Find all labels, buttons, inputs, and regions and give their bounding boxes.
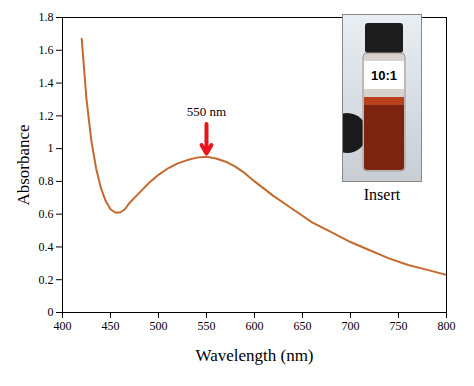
svg-text:0.8: 0.8	[39, 174, 54, 188]
svg-text:550 nm: 550 nm	[187, 104, 226, 119]
svg-text:500: 500	[150, 319, 168, 333]
svg-text:1.2: 1.2	[39, 109, 54, 123]
svg-text:1.8: 1.8	[39, 10, 54, 24]
svg-text:0.6: 0.6	[39, 207, 54, 221]
svg-text:650: 650	[294, 319, 312, 333]
svg-text:450: 450	[102, 319, 120, 333]
svg-text:Wavelength (nm): Wavelength (nm)	[195, 346, 313, 365]
svg-text:700: 700	[342, 319, 360, 333]
svg-text:0: 0	[48, 305, 54, 319]
svg-text:10:1: 10:1	[371, 68, 397, 83]
svg-text:1: 1	[48, 141, 54, 155]
svg-text:750: 750	[390, 319, 408, 333]
svg-text:0.4: 0.4	[39, 240, 54, 254]
svg-text:600: 600	[246, 319, 264, 333]
svg-text:1.6: 1.6	[39, 43, 54, 57]
svg-text:0.2: 0.2	[39, 273, 54, 287]
svg-text:1.4: 1.4	[39, 76, 54, 90]
svg-text:400: 400	[54, 319, 72, 333]
html-text:Insert: Insert	[363, 186, 401, 203]
svg-text:Absorbance: Absorbance	[14, 124, 33, 205]
svg-text:550: 550	[198, 319, 216, 333]
svg-text:800: 800	[438, 319, 456, 333]
